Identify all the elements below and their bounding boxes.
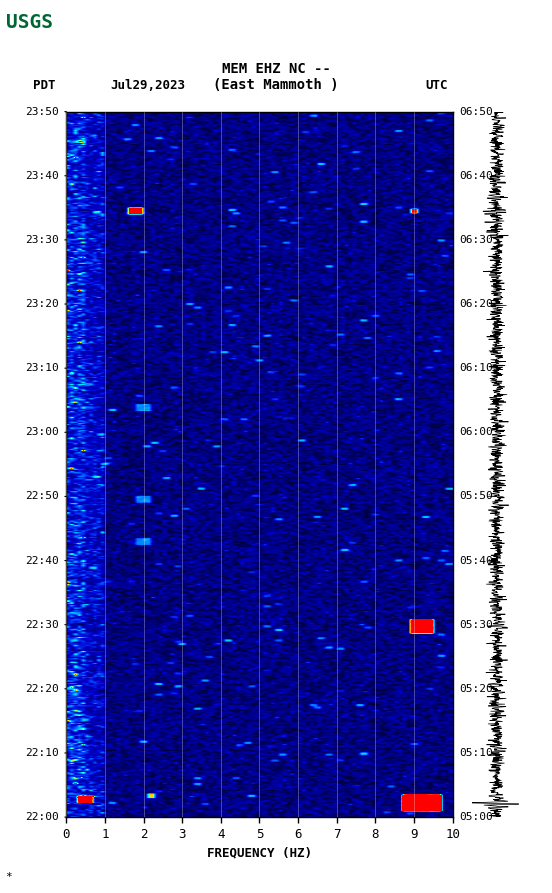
Text: (East Mammoth ): (East Mammoth ) bbox=[213, 78, 339, 92]
Text: 23:30: 23:30 bbox=[25, 235, 59, 245]
Text: 22:40: 22:40 bbox=[25, 555, 59, 565]
Text: 06:30: 06:30 bbox=[460, 235, 493, 245]
X-axis label: FREQUENCY (HZ): FREQUENCY (HZ) bbox=[207, 846, 312, 859]
Text: 23:40: 23:40 bbox=[25, 171, 59, 180]
Text: 22:00: 22:00 bbox=[25, 812, 59, 822]
Text: 06:40: 06:40 bbox=[460, 171, 493, 180]
Text: 23:20: 23:20 bbox=[25, 299, 59, 309]
Text: 06:10: 06:10 bbox=[460, 363, 493, 373]
Text: 05:40: 05:40 bbox=[460, 555, 493, 565]
Text: PDT: PDT bbox=[33, 79, 56, 92]
Text: UTC: UTC bbox=[425, 79, 448, 92]
Text: 06:00: 06:00 bbox=[460, 427, 493, 438]
Text: 06:20: 06:20 bbox=[460, 299, 493, 309]
Text: 05:00: 05:00 bbox=[460, 812, 493, 822]
Text: 22:10: 22:10 bbox=[25, 748, 59, 758]
Text: 22:30: 22:30 bbox=[25, 620, 59, 630]
Text: USGS: USGS bbox=[6, 13, 52, 32]
Text: Jul29,2023: Jul29,2023 bbox=[110, 79, 185, 92]
Text: 05:10: 05:10 bbox=[460, 748, 493, 758]
Text: 05:20: 05:20 bbox=[460, 684, 493, 694]
Text: 22:20: 22:20 bbox=[25, 684, 59, 694]
Text: 23:50: 23:50 bbox=[25, 106, 59, 117]
Text: 05:30: 05:30 bbox=[460, 620, 493, 630]
Text: 05:50: 05:50 bbox=[460, 491, 493, 502]
Text: *: * bbox=[6, 872, 12, 881]
Text: MEM EHZ NC --: MEM EHZ NC -- bbox=[221, 62, 331, 76]
Text: 22:50: 22:50 bbox=[25, 491, 59, 502]
Text: 23:10: 23:10 bbox=[25, 363, 59, 373]
Text: 06:50: 06:50 bbox=[460, 106, 493, 117]
Text: 23:00: 23:00 bbox=[25, 427, 59, 438]
